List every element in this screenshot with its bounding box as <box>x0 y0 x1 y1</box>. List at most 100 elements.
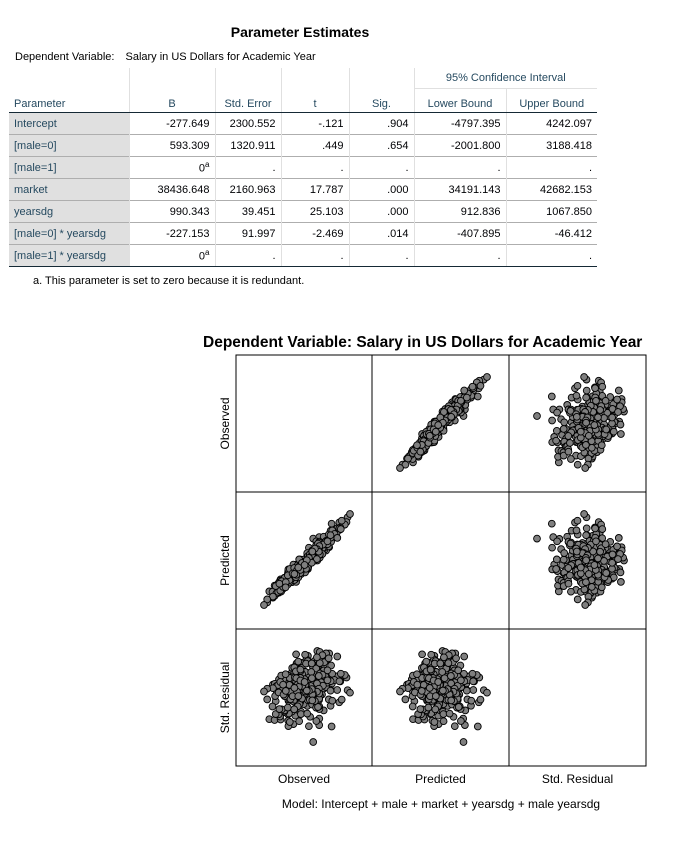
table-cell: 34191.143 <box>413 178 506 201</box>
scatter-point <box>553 408 561 417</box>
table-cell: 91.997 <box>214 222 281 245</box>
scatter-point <box>333 686 342 694</box>
scatter-point <box>476 381 485 390</box>
scatter-point <box>560 418 569 427</box>
scatter-point <box>462 393 471 402</box>
scatter-point <box>581 601 590 609</box>
scatter-point <box>413 680 422 689</box>
scatter-point <box>333 652 342 661</box>
table-cell: . <box>505 244 598 267</box>
table-cell: 38436.648 <box>128 178 215 201</box>
header-row-top: 95% Confidence Interval <box>9 68 598 89</box>
dependent-variable-value: Salary in US Dollars for Academic Year <box>125 51 316 63</box>
row-label: [male=0] <box>9 134 129 157</box>
scatter-point <box>308 547 317 556</box>
scatter-point <box>552 426 561 435</box>
scatter-point <box>572 547 581 556</box>
scatter-point <box>312 717 321 725</box>
scatter-point <box>271 710 280 718</box>
table-cell: -407.895 <box>413 222 506 245</box>
chart-title: Dependent Variable: Salary in US Dollars… <box>203 334 643 351</box>
scatter-point <box>323 676 332 685</box>
scatter-point <box>552 555 561 564</box>
scatter-point <box>597 583 606 592</box>
row-label: [male=0] * yearsdg <box>9 222 129 245</box>
scatter-point <box>469 686 478 694</box>
table-cell: 0a <box>128 156 215 179</box>
table-cell: . <box>505 156 598 179</box>
scatter-point <box>346 510 354 518</box>
scatter-point <box>285 718 294 726</box>
table-title: Parameter Estimates <box>230 24 370 40</box>
scatter-point <box>582 578 590 587</box>
scatter-point <box>440 674 449 683</box>
scatter-point <box>401 695 410 704</box>
scatter-point <box>591 384 599 393</box>
table-cell: . <box>280 244 349 267</box>
scatter-point <box>592 537 600 546</box>
x-variable-label: Observed <box>278 772 330 786</box>
scatter-point <box>613 542 621 551</box>
scatter-point <box>469 677 478 686</box>
scatter-point <box>307 659 316 668</box>
table-cell: 4242.097 <box>505 112 598 135</box>
scatter-point <box>413 670 421 679</box>
scatter-point <box>566 439 574 447</box>
scatter-point <box>292 650 300 659</box>
scatter-point <box>564 564 573 572</box>
scatter-point <box>447 696 456 705</box>
scatter-point <box>590 421 599 429</box>
footnote-marker: a <box>205 248 210 258</box>
scatter-point <box>547 519 556 528</box>
scatter-point <box>281 670 290 679</box>
scatter-point <box>326 686 335 695</box>
scatter-point <box>303 709 312 718</box>
scatter-point <box>602 425 611 434</box>
scatter-point <box>434 421 443 429</box>
scatter-point <box>576 563 585 572</box>
scatter-point <box>617 430 625 438</box>
table-footnote: a. This parameter is set to zero because… <box>33 275 305 287</box>
table-body: Intercept -277.649 2300.552 -.121.904 -4797.… <box>9 112 598 267</box>
table-row: [male=1] * yearsdg 0a..... <box>9 244 598 267</box>
table-cell: 1067.850 <box>505 200 598 223</box>
scatter-point <box>483 373 491 381</box>
scatter-point <box>616 420 625 429</box>
table-row: market 38436.648 2160.963 17.787.000 34191.1… <box>9 178 598 201</box>
table-cell: 990.343 <box>128 200 215 223</box>
scatter-point <box>445 709 454 718</box>
scatter-point <box>324 654 333 663</box>
scatter-point <box>337 695 346 704</box>
y-variable-label: Predicted <box>218 535 232 586</box>
scatter-point <box>581 464 590 472</box>
scatter-point <box>584 431 593 440</box>
table-cell: -4797.395 <box>413 112 506 135</box>
scatter-point <box>547 392 556 401</box>
scatter-point <box>597 441 606 450</box>
scatter-point <box>602 569 611 577</box>
table-cell: 2300.552 <box>214 112 281 135</box>
scatter-point <box>573 460 582 469</box>
scatter-point <box>275 579 284 588</box>
x-variable-label: Predicted <box>415 772 466 786</box>
scatter-point <box>590 561 599 569</box>
scatter-point <box>440 408 448 416</box>
scatter-point <box>572 526 581 535</box>
scatter-point <box>434 678 443 686</box>
table-cell: . <box>348 244 414 267</box>
scatter-point <box>260 601 268 609</box>
scatter-point <box>582 418 590 427</box>
scatter-point <box>594 554 602 563</box>
table-cell: 25.103 <box>280 200 349 223</box>
scatter-point <box>333 534 342 542</box>
table-cell: . <box>413 156 506 179</box>
scatter-point <box>582 524 591 533</box>
scatter-point <box>416 447 425 456</box>
scatter-point <box>302 686 311 695</box>
scatter-point <box>566 571 574 580</box>
dependent-variable-line: Dependent Variable: Salary in US Dollars … <box>15 51 316 63</box>
scatter-point <box>275 705 284 713</box>
scatter-point <box>476 695 485 704</box>
table-cell: . <box>413 244 506 267</box>
column-header: Parameter <box>9 88 129 113</box>
